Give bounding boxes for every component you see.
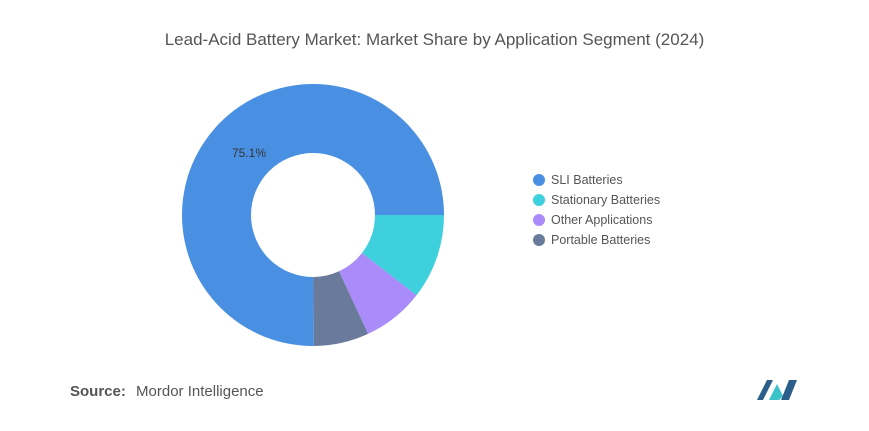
legend-label-stationary-batteries: Stationary Batteries xyxy=(551,193,661,207)
donut-slices xyxy=(182,83,444,346)
legend-label-other-applications: Other Applications xyxy=(551,213,653,227)
mordor-intelligence-logo xyxy=(755,376,801,407)
legend-item-stationary-batteries: Stationary Batteries xyxy=(533,190,660,210)
slice-label-sli-batteries: 75.1% xyxy=(232,146,266,160)
chart-title: Lead-Acid Battery Market: Market Share b… xyxy=(164,30,705,49)
logo-middle-stroke xyxy=(769,384,783,400)
legend-swatch-stationary-batteries xyxy=(533,194,545,206)
legend-swatch-portable-batteries xyxy=(533,234,545,246)
legend-item-sli-batteries: SLI Batteries xyxy=(533,170,660,190)
legend-label-sli-batteries: SLI Batteries xyxy=(551,173,623,187)
donut-slice-sli-batteries xyxy=(182,83,444,346)
donut-slice-labels: 75.1% xyxy=(232,146,266,160)
chart-legend: SLI Batteries Stationary Batteries Other A… xyxy=(533,170,660,250)
source-value: Mordor Intelligence xyxy=(136,383,264,400)
legend-item-other-applications: Other Applications xyxy=(533,210,660,230)
source-line: Source: Mordor Intelligence xyxy=(70,383,264,400)
legend-swatch-other-applications xyxy=(533,214,545,226)
donut-slice-portable-batteries xyxy=(313,271,369,346)
donut-slice-stationary-batteries xyxy=(361,215,444,296)
logo-right-stroke xyxy=(781,380,797,400)
donut-slice-other-applications xyxy=(339,253,417,334)
logo-left-stroke xyxy=(757,380,773,400)
legend-item-portable-batteries: Portable Batteries xyxy=(533,230,660,250)
legend-swatch-sli-batteries xyxy=(533,174,545,186)
legend-label-portable-batteries: Portable Batteries xyxy=(551,233,651,247)
source-label: Source: xyxy=(70,383,126,400)
